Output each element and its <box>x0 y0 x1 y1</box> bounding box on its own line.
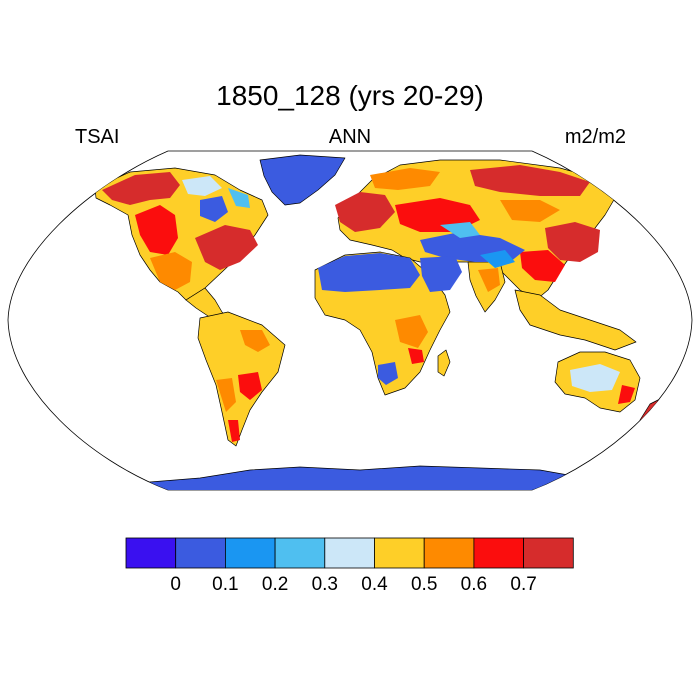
colorbar-swatch <box>523 537 574 569</box>
colorbar-tick-label: 0.5 <box>410 574 438 595</box>
colorbar-tick-label: 0.6 <box>460 574 488 595</box>
colorbar-swatch <box>125 537 177 569</box>
colorbar-swatch <box>374 537 425 569</box>
colorbar-tick-label: 0.1 <box>212 574 239 595</box>
colorbar-tick-label: 0.3 <box>311 574 339 595</box>
colorbar-tick-label: 0 <box>170 574 181 595</box>
colorbar-swatch <box>324 537 375 569</box>
southeast-asia <box>514 289 637 351</box>
madagascar <box>437 349 451 377</box>
colorbar-tick-label: 0.7 <box>510 574 537 595</box>
units-label: m2/m2 <box>564 126 626 148</box>
variable-label: TSAI <box>75 126 120 148</box>
colorbar-swatch <box>274 537 326 569</box>
season-label: ANN <box>328 126 372 148</box>
antarctica <box>119 465 611 490</box>
colorbar-swatch <box>423 537 475 569</box>
map-title: 1850_128 (yrs 20-29) <box>216 80 484 111</box>
colorbar-swatch <box>224 537 276 569</box>
colorbar-swatch <box>175 537 226 569</box>
colorbar-tick-label: 0.2 <box>261 574 289 595</box>
greenland <box>259 154 346 206</box>
colorbar-tick-label: 0.4 <box>361 574 388 595</box>
colorbar-swatch <box>473 537 524 569</box>
colorbar <box>125 537 574 569</box>
